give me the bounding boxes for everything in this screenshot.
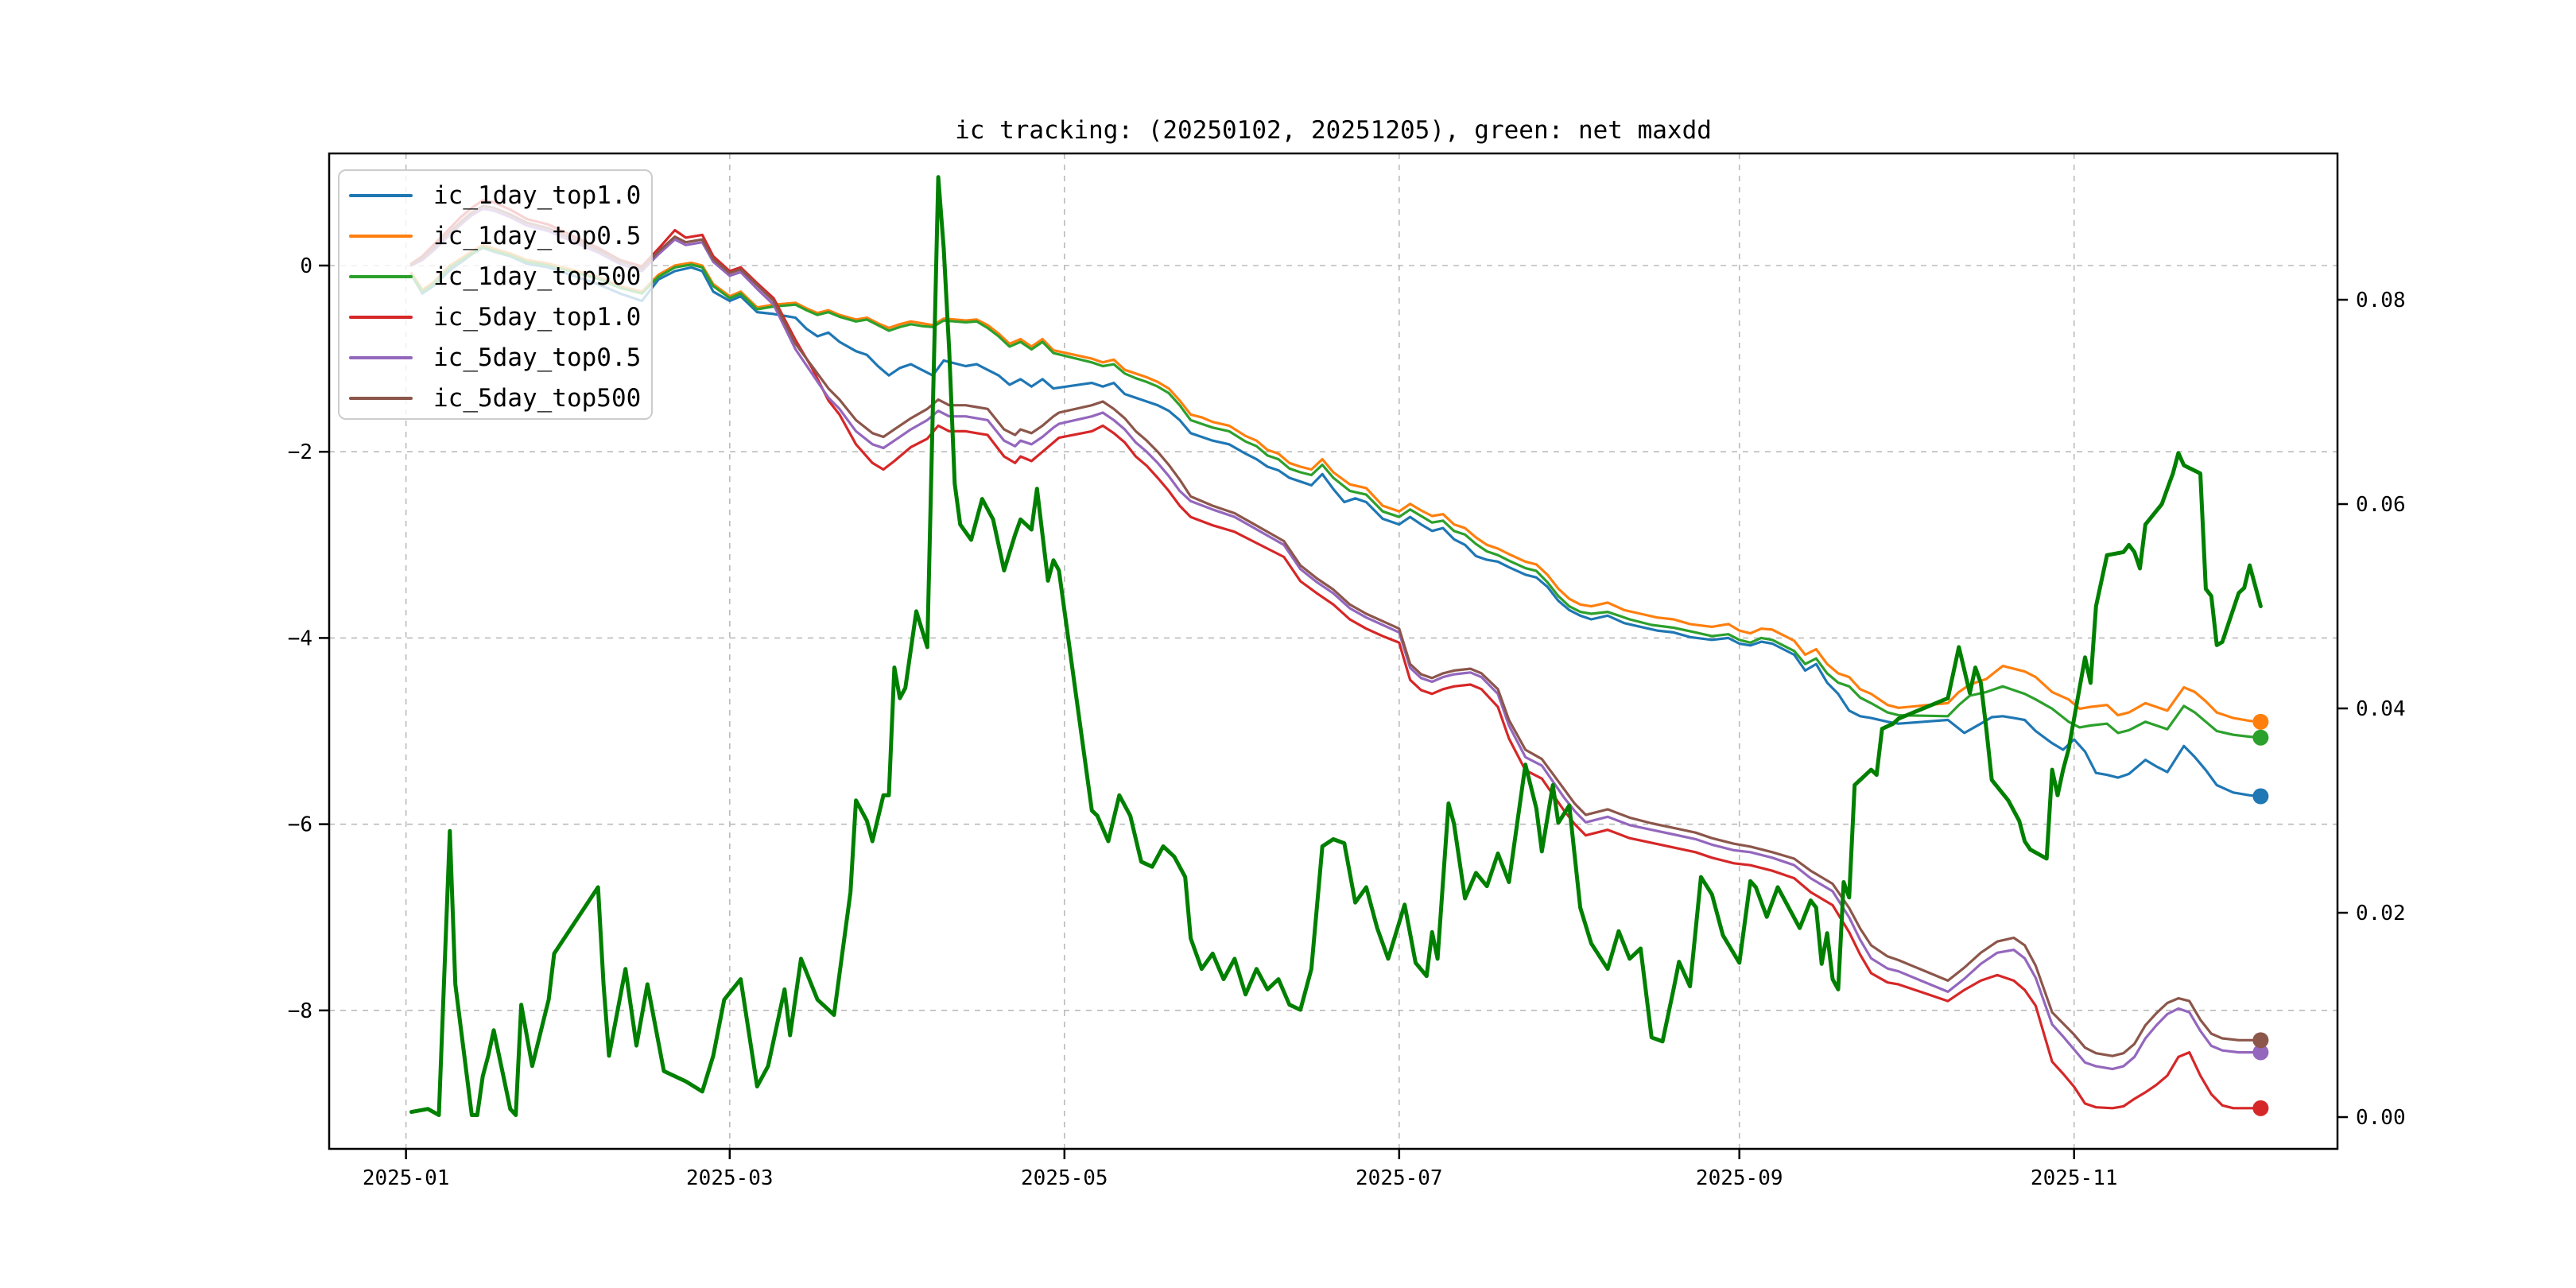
- series-end-dot-ic_1day_top0.5: [2252, 713, 2269, 730]
- legend-label: ic_1day_top0.5: [433, 221, 642, 250]
- chart-legend: ic_1day_top1.0 ic_1day_top0.5 ic_1day_top5…: [338, 169, 653, 420]
- x-tick-label: 2025-03: [686, 1166, 774, 1190]
- x-tick-label: 2025-09: [1696, 1166, 1783, 1190]
- legend-swatch-icon: [349, 234, 413, 238]
- legend-swatch-icon: [349, 193, 413, 197]
- series-end-dot-ic_5day_top500: [2252, 1032, 2269, 1049]
- series-line-ic_5day_top500: [409, 204, 2262, 1057]
- series-end-dot-ic_1day_top1.0: [2252, 788, 2269, 805]
- series-line-ic_5day_top0.5: [409, 208, 2262, 1071]
- series-line-ic_5day_top1.0: [409, 199, 2262, 1110]
- legend-row-ic_5day_top0.5: ic_5day_top0.5: [339, 337, 651, 378]
- x-tick-label: 2025-07: [1356, 1166, 1443, 1190]
- series-end-dot-ic_5day_top0.5: [2252, 1044, 2269, 1061]
- right-tick-label: 0.08: [2356, 289, 2406, 312]
- right-tick-label: 0.06: [2356, 493, 2406, 517]
- chart-title: ic tracking: (20250102, 20251205), green…: [955, 116, 1712, 145]
- legend-row-ic_1day_top1.0: ic_1day_top1.0: [339, 175, 651, 215]
- legend-label: ic_5day_top500: [433, 383, 642, 413]
- right-tick-label: 0.02: [2356, 902, 2406, 925]
- left-tick-label: 0: [300, 254, 312, 278]
- series-end-dot-ic_5day_top1.0: [2252, 1100, 2269, 1116]
- legend-row-ic_1day_top0.5: ic_1day_top0.5: [339, 215, 651, 256]
- legend-swatch-icon: [349, 274, 413, 278]
- legend-label: ic_1day_top500: [433, 262, 642, 291]
- legend-swatch-icon: [349, 355, 413, 359]
- series-line-ic_1day_top1.0: [409, 246, 2262, 798]
- legend-swatch-icon: [349, 396, 413, 400]
- right-tick-label: 0.04: [2356, 697, 2406, 721]
- x-tick-label: 2025-05: [1021, 1166, 1108, 1190]
- series-line-ic_1day_top500: [409, 246, 2262, 739]
- legend-label: ic_1day_top1.0: [433, 180, 642, 210]
- left-tick-label: −8: [288, 999, 312, 1023]
- legend-row-ic_1day_top500: ic_1day_top500: [339, 256, 651, 297]
- left-tick-label: −2: [288, 440, 312, 464]
- x-tick-label: 2025-11: [2031, 1166, 2118, 1190]
- series-line-ic_1day_top0.5: [409, 243, 2262, 724]
- series-line-net_maxdd: [409, 175, 2263, 1117]
- legend-swatch-icon: [349, 315, 413, 319]
- x-tick-label: 2025-01: [363, 1166, 450, 1190]
- legend-label: ic_5day_top1.0: [433, 302, 642, 332]
- legend-label: ic_5day_top0.5: [433, 343, 642, 372]
- right-tick-label: 0.00: [2356, 1106, 2406, 1130]
- axes-spines: [328, 152, 2339, 1150]
- series-end-dot-ic_1day_top500: [2252, 729, 2269, 746]
- left-tick-label: −6: [288, 813, 312, 837]
- left-tick-label: −4: [288, 627, 312, 650]
- legend-row-ic_5day_top500: ic_5day_top500: [339, 378, 651, 418]
- legend-row-ic_5day_top1.0: ic_5day_top1.0: [339, 297, 651, 337]
